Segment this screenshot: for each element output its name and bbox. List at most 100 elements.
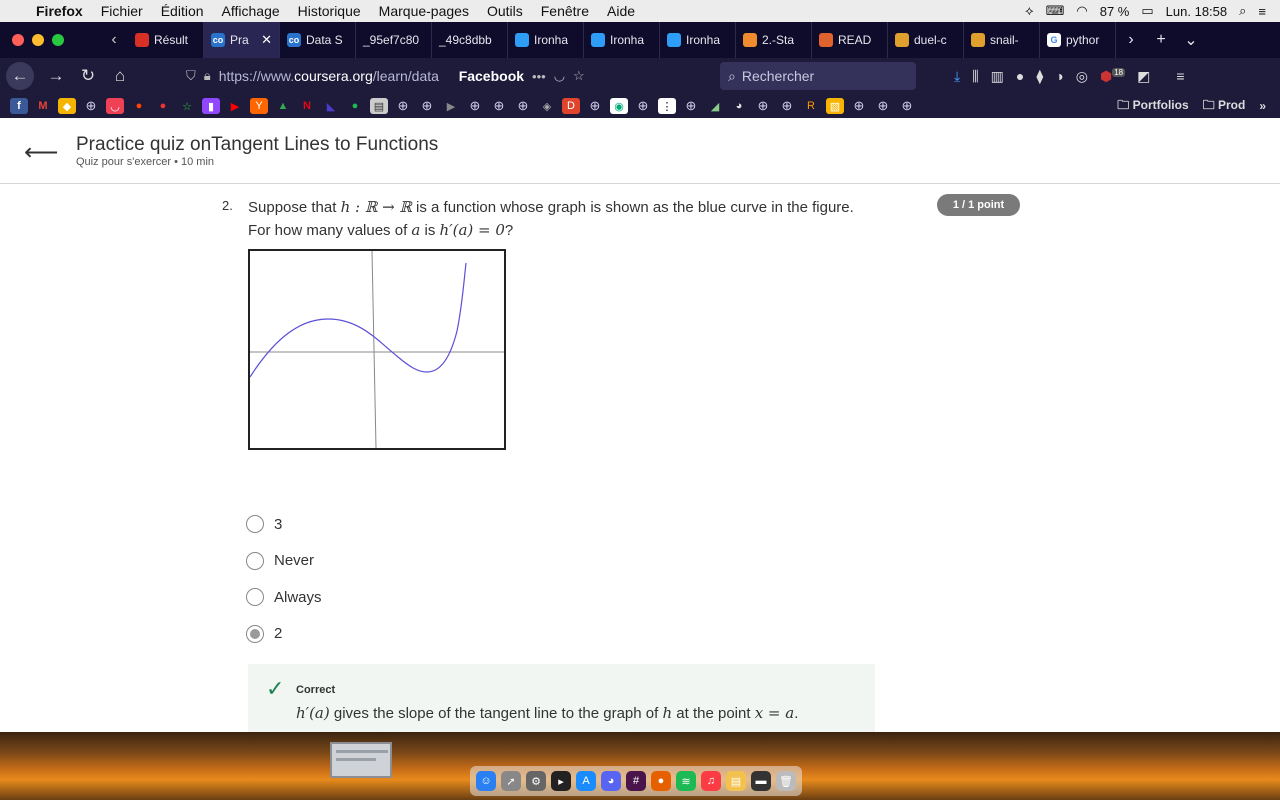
reddit-icon[interactable]: ● xyxy=(135,100,143,112)
youtube-icon[interactable]: ▶ xyxy=(230,100,240,113)
pocket-icon[interactable]: ◡ xyxy=(106,98,124,114)
star-icon[interactable]: ☆ xyxy=(182,100,192,113)
wifi-icon[interactable]: ◠ xyxy=(1076,3,1088,18)
app-store-icon[interactable]: A xyxy=(576,771,596,791)
forward-button[interactable]: → xyxy=(47,66,65,85)
extension-icon[interactable]: ▧ xyxy=(826,98,844,114)
home-icon[interactable]: ⌂ xyxy=(114,66,126,85)
menu-marque-pages[interactable]: Marque-pages xyxy=(378,3,469,19)
folder-icon[interactable]: ▬ xyxy=(751,771,771,791)
back-button[interactable]: ← xyxy=(6,62,34,90)
lock-icon[interactable]: 🔒︎ xyxy=(203,68,211,83)
bookmark-folder-portfolios[interactable]: 🗀︎ Portfolios xyxy=(1117,97,1189,112)
menu-affichage[interactable]: Affichage xyxy=(221,3,280,19)
close-window-button[interactable] xyxy=(12,34,24,46)
image-icon[interactable]: ▤ xyxy=(370,98,388,114)
firefox-icon[interactable]: ● xyxy=(651,771,671,791)
url-bar[interactable]: ⛉ 🔒︎ https://www.coursera.org/learn/data… xyxy=(186,62,716,90)
bookmark-folder-prod[interactable]: 🗀︎ Prod xyxy=(1202,97,1246,112)
music-icon[interactable]: ♫ xyxy=(701,771,721,791)
extension-icon[interactable]: ◈ xyxy=(542,100,552,113)
spotify-icon[interactable]: ≋ xyxy=(676,771,696,791)
globe-icon[interactable]: ⊕ xyxy=(589,98,601,113)
menu-edition[interactable]: Édition xyxy=(160,3,204,19)
menu-aide[interactable]: Aide xyxy=(607,3,636,19)
menu-fichier[interactable]: Fichier xyxy=(100,3,143,19)
notification-center-icon[interactable]: ≡ xyxy=(1258,3,1266,19)
clock[interactable]: Lun. 18:58 xyxy=(1165,3,1228,19)
sidebar-icon[interactable]: ▥ xyxy=(990,67,1004,84)
launchpad-icon[interactable]: ➚ xyxy=(501,771,521,791)
keyboard-icon[interactable]: ⌨ xyxy=(1045,3,1065,18)
discord-icon[interactable]: ◕ xyxy=(601,771,621,791)
extension-icon[interactable]: ◢ xyxy=(710,100,720,113)
tab-scroll-right-icon[interactable]: › xyxy=(1128,31,1134,48)
page-actions-icon[interactable]: ••• xyxy=(532,68,546,84)
account-icon[interactable]: ● xyxy=(1015,68,1025,84)
facebook-icon[interactable]: f xyxy=(10,98,28,114)
download-icon[interactable]: ⤓ xyxy=(954,67,961,84)
menu-historique[interactable]: Historique xyxy=(297,3,361,19)
back-arrow-icon[interactable]: ⟵ xyxy=(24,139,59,166)
twitch-icon[interactable]: ▮ xyxy=(202,98,220,114)
menu-fenetre[interactable]: Fenêtre xyxy=(540,3,589,19)
spotlight-icon[interactable]: ⌕ xyxy=(1239,3,1247,18)
globe-icon[interactable]: ⊕ xyxy=(85,98,97,113)
slack-icon[interactable]: # xyxy=(626,771,646,791)
browser-tab[interactable]: READ xyxy=(812,22,888,58)
browser-tab[interactable]: _49c8dbb xyxy=(432,22,508,58)
keep-icon[interactable]: ◆ xyxy=(58,98,76,114)
bookmark-star-icon[interactable]: ☆ xyxy=(573,68,585,83)
ublock-icon[interactable]: ⬢ 18 xyxy=(1099,67,1126,84)
shield-icon[interactable]: ⛉ xyxy=(186,68,196,83)
menu-outils[interactable]: Outils xyxy=(486,3,523,19)
globe-icon[interactable]: ⊕ xyxy=(397,98,409,113)
browser-tab[interactable]: co Data S xyxy=(280,22,356,58)
globe-icon[interactable]: ⊕ xyxy=(517,98,529,113)
answer-option[interactable]: 3 xyxy=(246,506,322,543)
globe-icon[interactable]: ⊕ xyxy=(493,98,505,113)
tab-scroll-left-icon[interactable]: ‹ xyxy=(111,31,117,48)
network-icon[interactable]: ⟡ xyxy=(1025,3,1034,18)
globe-icon[interactable]: ⊕ xyxy=(685,98,697,113)
system-preferences-icon[interactable]: ⚙ xyxy=(526,771,546,791)
play-icon[interactable]: ▶ xyxy=(446,100,456,113)
extension-icon[interactable]: ⧫ xyxy=(1036,67,1044,84)
extension-icon[interactable]: ◣ xyxy=(326,100,336,113)
maximize-window-button[interactable] xyxy=(52,34,64,46)
battery-label[interactable]: 87 % xyxy=(1099,3,1130,19)
extension-icon[interactable]: ◩ xyxy=(1137,67,1151,84)
browser-tab[interactable]: duel-c xyxy=(888,22,964,58)
globe-icon[interactable]: ⊕ xyxy=(637,98,649,113)
minimize-window-button[interactable] xyxy=(32,34,44,46)
more-bookmarks-icon[interactable]: » xyxy=(1259,99,1266,113)
browser-tab[interactable]: Ironha xyxy=(660,22,736,58)
hackernews-icon[interactable]: Y xyxy=(250,98,268,114)
page-tag[interactable]: Facebook xyxy=(458,68,525,84)
library-icon[interactable]: ⫼ xyxy=(972,67,979,84)
extension-icon[interactable]: ◉ xyxy=(610,98,628,114)
menu-app-name[interactable]: Firefox xyxy=(36,3,83,19)
browser-tab[interactable]: Résult xyxy=(128,22,204,58)
answer-option[interactable]: Never xyxy=(246,543,322,580)
answer-option[interactable]: Always xyxy=(246,579,322,616)
extension-icon[interactable]: R xyxy=(807,100,815,112)
folder-icon[interactable]: ▤ xyxy=(726,771,746,791)
globe-icon[interactable]: ⊕ xyxy=(757,98,769,113)
extension-icon[interactable]: ◎ xyxy=(1075,67,1088,84)
netflix-icon[interactable]: N xyxy=(303,100,311,112)
search-input[interactable]: ⌕ Rechercher xyxy=(720,62,916,90)
tab-list-dropdown-icon[interactable]: ⌄ xyxy=(1184,32,1198,49)
play-icon[interactable]: ● xyxy=(351,100,359,112)
globe-icon[interactable]: ⊕ xyxy=(421,98,433,113)
reload-button[interactable]: ↻ xyxy=(80,66,96,85)
extension-icon[interactable]: ● xyxy=(159,100,167,112)
pocket-icon[interactable]: ◡ xyxy=(553,68,566,83)
browser-tab[interactable]: snail- xyxy=(964,22,1040,58)
globe-icon[interactable]: ⊕ xyxy=(853,98,865,113)
finder-icon[interactable]: ☺ xyxy=(476,771,496,791)
minimized-window-thumbnail[interactable] xyxy=(330,742,392,778)
extension-icon[interactable]: ◑ xyxy=(1055,68,1064,84)
radio-button[interactable] xyxy=(246,551,264,570)
